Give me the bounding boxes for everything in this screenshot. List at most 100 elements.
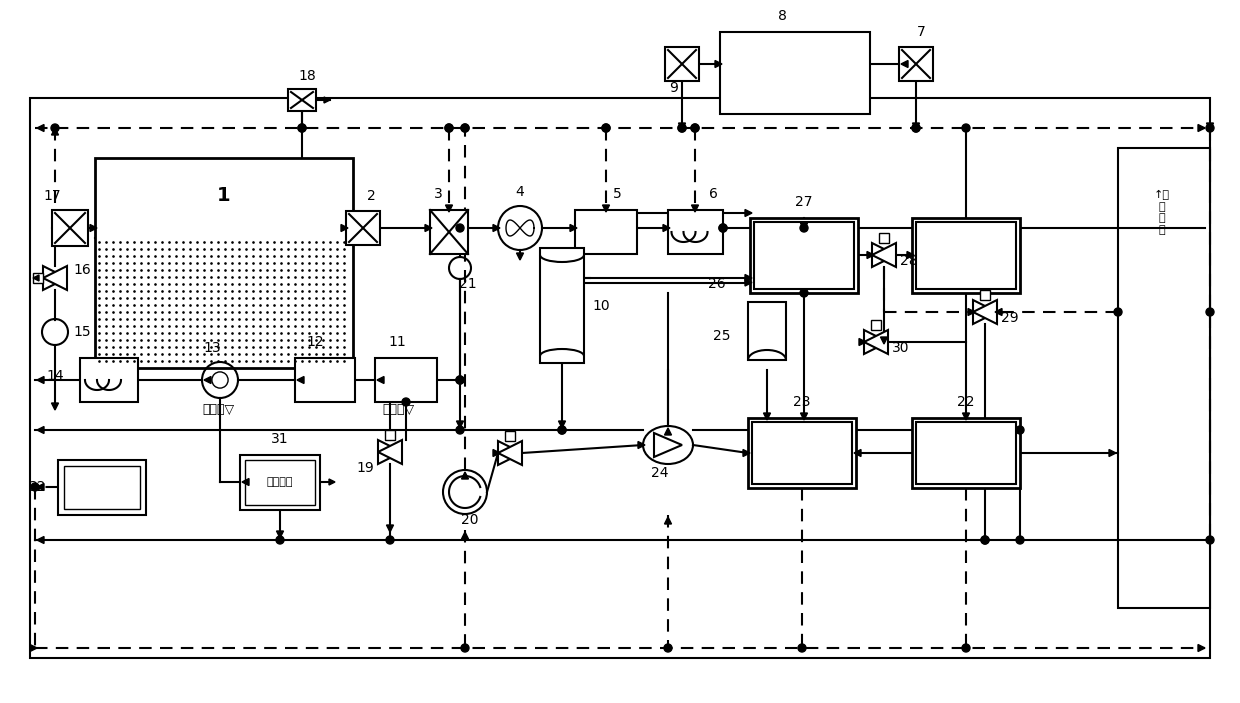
Text: 8: 8 — [777, 9, 786, 23]
Circle shape — [456, 224, 464, 232]
Bar — [754, 222, 854, 289]
Bar — [241, 455, 320, 510]
Polygon shape — [603, 205, 610, 212]
Polygon shape — [37, 377, 43, 384]
Bar — [374, 358, 436, 402]
Bar — [899, 47, 932, 81]
Polygon shape — [692, 205, 698, 212]
Polygon shape — [33, 275, 38, 281]
Polygon shape — [994, 309, 1002, 316]
Polygon shape — [30, 645, 37, 652]
Polygon shape — [456, 421, 464, 428]
Bar — [750, 218, 858, 293]
Bar — [748, 302, 786, 360]
Circle shape — [601, 124, 610, 132]
Text: 31: 31 — [272, 432, 289, 446]
Polygon shape — [425, 224, 432, 231]
Text: 18: 18 — [298, 69, 316, 83]
Bar — [916, 222, 1016, 289]
Polygon shape — [745, 209, 751, 217]
Circle shape — [461, 124, 469, 132]
Text: 16: 16 — [73, 263, 91, 277]
Polygon shape — [494, 224, 500, 231]
Bar — [575, 210, 637, 254]
Circle shape — [1207, 124, 1214, 132]
Bar — [720, 32, 870, 114]
Polygon shape — [52, 403, 58, 410]
Text: 4: 4 — [516, 185, 525, 199]
Polygon shape — [872, 243, 897, 267]
Circle shape — [445, 124, 453, 132]
Text: 15: 15 — [73, 325, 91, 339]
Circle shape — [31, 483, 38, 491]
Polygon shape — [461, 472, 469, 479]
Polygon shape — [242, 479, 249, 486]
Bar — [33, 273, 43, 283]
Text: 29: 29 — [1001, 311, 1018, 325]
Polygon shape — [558, 421, 565, 428]
Text: 液态水▽: 液态水▽ — [202, 403, 234, 416]
Circle shape — [461, 124, 469, 132]
Polygon shape — [968, 309, 975, 316]
Text: 1: 1 — [217, 186, 231, 205]
Polygon shape — [906, 252, 914, 259]
Circle shape — [911, 124, 920, 132]
Text: 6: 6 — [708, 187, 718, 201]
Bar — [52, 210, 88, 246]
Bar — [748, 418, 856, 488]
Polygon shape — [764, 413, 770, 420]
Text: 21: 21 — [459, 277, 477, 291]
Circle shape — [678, 124, 686, 132]
Polygon shape — [517, 253, 523, 260]
Bar — [81, 358, 138, 402]
Polygon shape — [43, 266, 67, 290]
Circle shape — [962, 644, 970, 652]
Text: 液态水▽: 液态水▽ — [382, 403, 414, 416]
Circle shape — [719, 224, 727, 232]
Text: 5: 5 — [613, 187, 621, 201]
Circle shape — [799, 644, 806, 652]
Bar — [1118, 148, 1210, 608]
Circle shape — [456, 426, 464, 434]
Bar — [539, 248, 584, 363]
Polygon shape — [378, 440, 402, 464]
Polygon shape — [494, 449, 500, 456]
Circle shape — [1016, 536, 1024, 544]
Text: ↑废
气
排
放: ↑废 气 排 放 — [1154, 190, 1171, 235]
Text: 25: 25 — [713, 329, 730, 343]
Circle shape — [402, 398, 410, 406]
Polygon shape — [973, 300, 997, 324]
Bar — [64, 466, 140, 509]
Text: 30: 30 — [892, 341, 909, 355]
Polygon shape — [665, 428, 672, 435]
Text: 3: 3 — [434, 187, 443, 201]
Circle shape — [691, 124, 699, 132]
Circle shape — [461, 644, 469, 652]
Polygon shape — [461, 532, 469, 539]
Polygon shape — [639, 441, 645, 449]
Text: 20: 20 — [461, 513, 479, 527]
Circle shape — [386, 536, 394, 544]
Circle shape — [981, 536, 990, 544]
Polygon shape — [91, 224, 97, 231]
Bar — [668, 210, 723, 254]
Polygon shape — [341, 224, 348, 231]
Bar — [505, 431, 515, 441]
Polygon shape — [277, 531, 284, 538]
Bar — [246, 460, 315, 505]
Polygon shape — [298, 377, 304, 384]
Bar — [430, 210, 467, 254]
Text: 废气排放: 废气排放 — [267, 477, 293, 487]
Polygon shape — [205, 377, 211, 384]
Polygon shape — [745, 279, 751, 286]
Polygon shape — [962, 413, 970, 420]
Text: 27: 27 — [795, 195, 812, 209]
Circle shape — [962, 124, 970, 132]
Circle shape — [298, 124, 306, 132]
Circle shape — [663, 644, 672, 652]
Polygon shape — [663, 224, 670, 231]
Polygon shape — [378, 440, 402, 464]
Bar — [288, 89, 316, 111]
Bar — [980, 290, 990, 300]
Polygon shape — [678, 123, 686, 130]
